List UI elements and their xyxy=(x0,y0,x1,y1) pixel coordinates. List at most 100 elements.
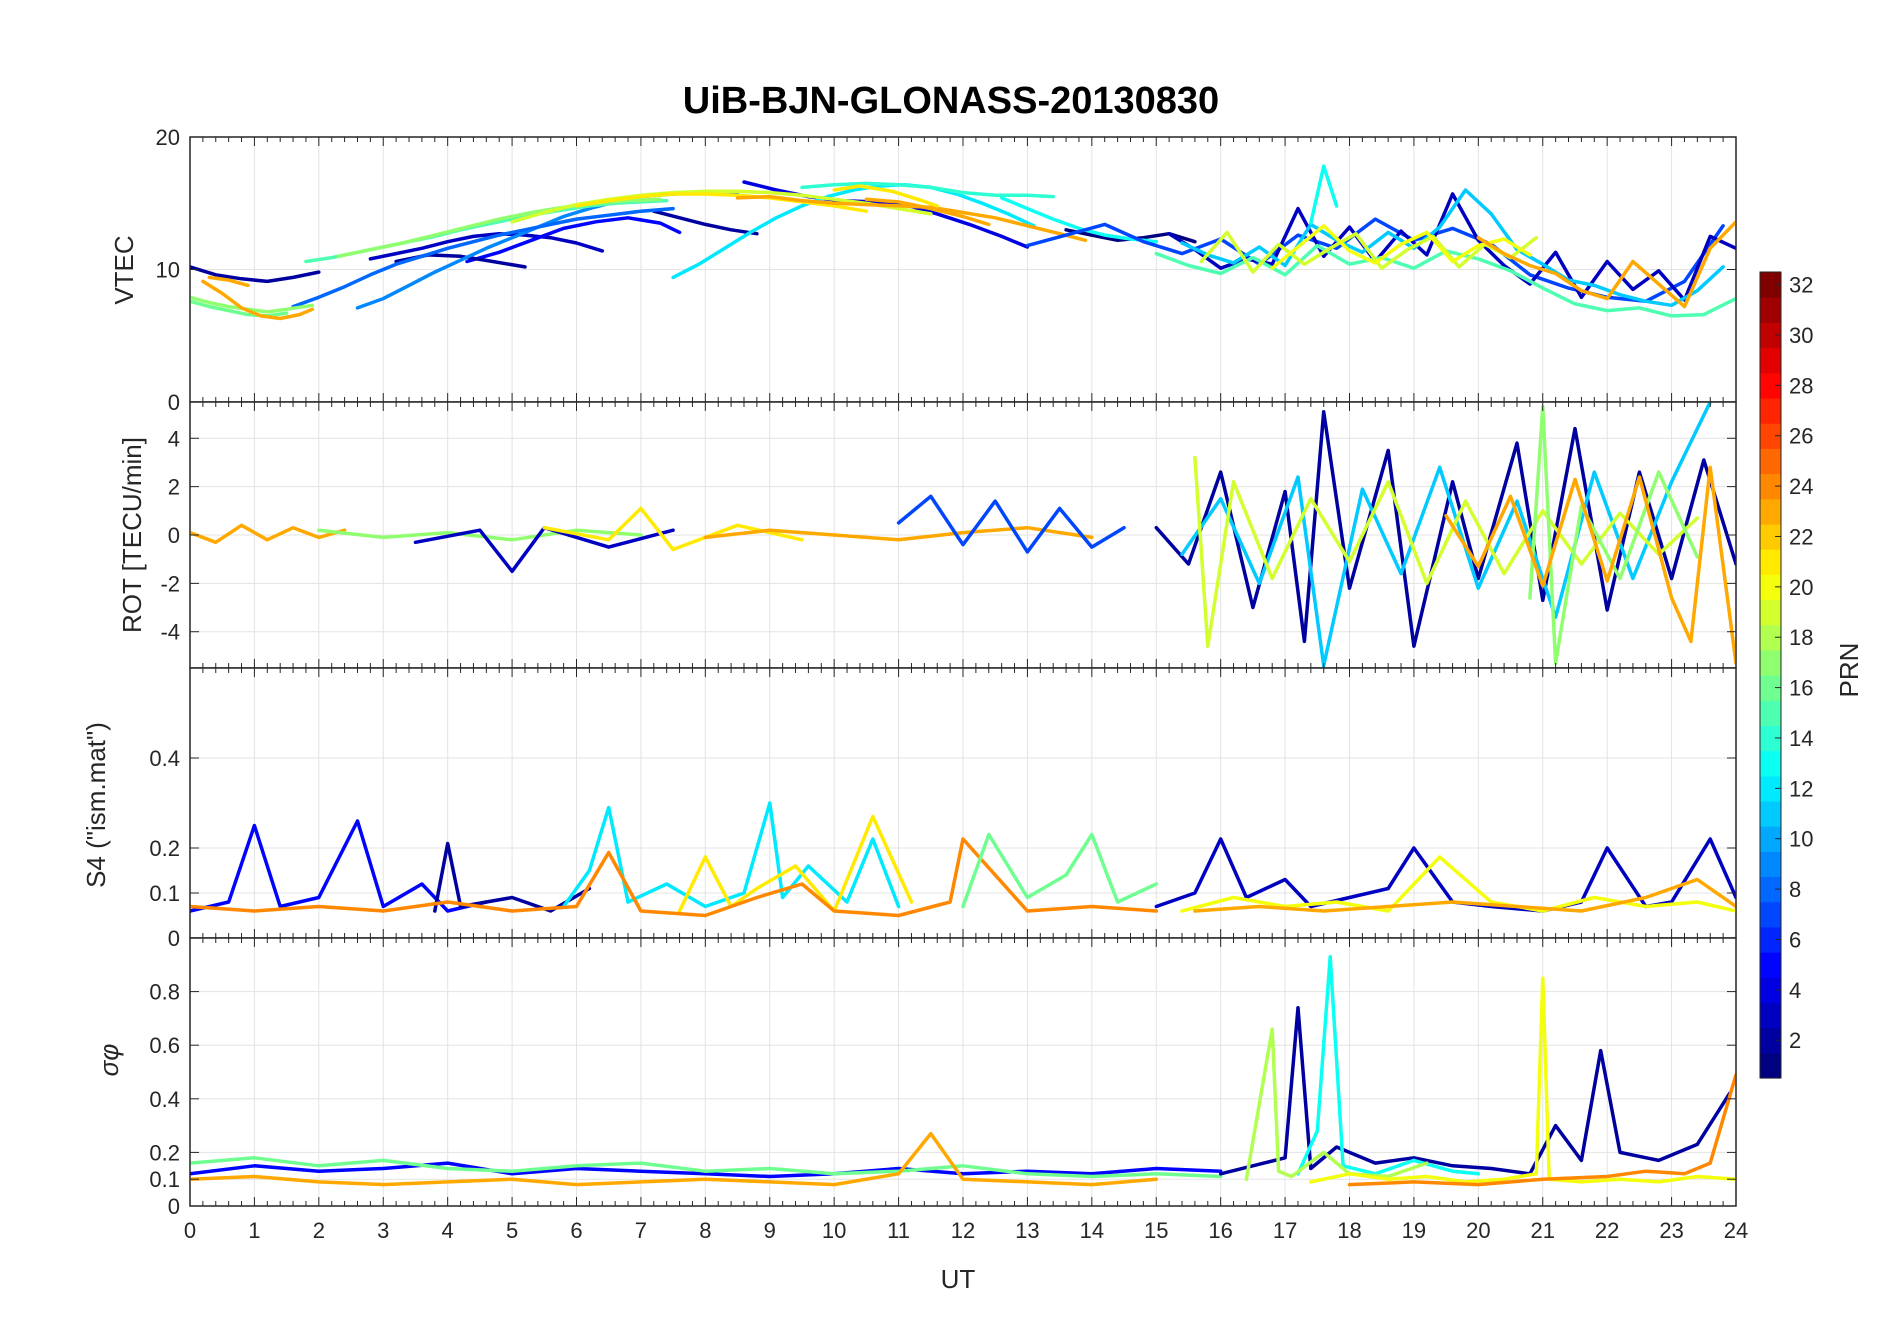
series-line-prn-2 xyxy=(1218,1005,1732,1176)
colorbar-segment xyxy=(1760,851,1781,878)
x-tick-label: 2 xyxy=(313,1218,325,1243)
colorbar-tick-label: 30 xyxy=(1789,323,1813,348)
colorbar-segment xyxy=(1760,901,1781,928)
series-line-prn-13 xyxy=(1296,955,1481,1176)
y-tick-label: 0.4 xyxy=(149,746,180,771)
series-line-prn-23 xyxy=(207,275,250,288)
y-tick-label: 4 xyxy=(168,426,180,451)
colorbar-tick-label: 6 xyxy=(1789,927,1801,952)
panel-s4-ylabel: S4 ("ism.mat") xyxy=(81,722,111,888)
x-tick-label: 16 xyxy=(1208,1218,1232,1243)
series-line-prn-21 xyxy=(542,506,804,552)
colorbar-segment xyxy=(1760,1027,1781,1054)
colorbar-segment xyxy=(1760,498,1781,525)
series-line-prn-23 xyxy=(1193,877,1736,913)
panel-s4: 0 0.1 0.2 0.4 xyxy=(149,667,1737,951)
colorbar-segment xyxy=(1760,297,1781,323)
x-tick-label: 15 xyxy=(1144,1218,1168,1243)
colorbar-segment xyxy=(1760,423,1781,449)
colorbar-segment xyxy=(1760,1002,1781,1029)
series-line-prn-18 xyxy=(1244,1027,1429,1181)
y-tick-label: 0 xyxy=(168,1194,180,1219)
y-tick-label: 0 xyxy=(168,926,180,951)
y-tick-label: -4 xyxy=(160,620,180,645)
series-line-prn-5 xyxy=(190,1161,1223,1179)
colorbar-segment xyxy=(1760,549,1781,575)
colorbar-segment xyxy=(1760,272,1781,298)
y-tick-label: 0.8 xyxy=(149,980,180,1005)
panel-vtec-ylabel: VTEC xyxy=(109,235,139,304)
series-line-prn-23 xyxy=(190,523,347,545)
series-line-prn-23 xyxy=(201,279,315,321)
y-tick-label: 0.2 xyxy=(149,1140,180,1165)
panel-sigma_phi-ticks xyxy=(189,938,1737,1207)
series-line-prn-5 xyxy=(465,216,682,264)
colorbar-tick-label: 28 xyxy=(1789,373,1813,398)
panel-sigma_phi: 00.10.2 0.4 0.6 0.8 xyxy=(149,937,1737,1219)
colorbar-segment xyxy=(1760,750,1781,777)
series-line-prn-16 xyxy=(190,1156,1223,1179)
colorbar-segment xyxy=(1760,574,1781,601)
panel-vtec-ticks xyxy=(189,136,1737,403)
y-tick-label: 0 xyxy=(168,523,180,548)
x-tick-label: 5 xyxy=(506,1218,518,1243)
y-tick-label: -2 xyxy=(160,571,180,596)
colorbar-segment xyxy=(1760,347,1781,374)
panel-sigma_phi-series xyxy=(190,955,1736,1187)
y-tick-label: 0.1 xyxy=(149,1167,180,1192)
series-line-prn-14 xyxy=(800,181,1055,199)
colorbar-tick-label: 32 xyxy=(1789,273,1813,298)
colorbar-tick-label: 8 xyxy=(1789,877,1801,902)
colorbar-tick-label: 24 xyxy=(1789,474,1813,499)
series-line-prn-12 xyxy=(671,182,1036,280)
colorbar-segment xyxy=(1760,448,1781,475)
y-tick-label: 20 xyxy=(156,125,180,150)
colorbar-segment xyxy=(1760,322,1781,349)
colorbar-tick-label: 4 xyxy=(1789,978,1801,1003)
panel-sigma_phi-border xyxy=(189,937,1737,1207)
series-line-prn-21 xyxy=(574,192,869,213)
series-line-prn-19 xyxy=(1193,455,1700,648)
x-tick-label: 1 xyxy=(248,1218,260,1243)
panel-s4-series xyxy=(190,801,1736,918)
colorbar-segment xyxy=(1760,775,1781,802)
series-line-prn-24 xyxy=(190,837,1159,918)
y-tick-label: 0.1 xyxy=(149,881,180,906)
series-line-prn-3 xyxy=(413,525,675,574)
colorbar-segment xyxy=(1760,523,1781,550)
chart-title: UiB-BJN-GLONASS-20130830 xyxy=(683,80,1219,122)
x-tick-label: 23 xyxy=(1659,1218,1683,1243)
x-tick-label: 4 xyxy=(442,1218,454,1243)
y-tick-label: 2 xyxy=(168,475,180,500)
colorbar-segment xyxy=(1760,725,1781,752)
series-line-prn-13 xyxy=(1309,164,1339,225)
panel-rot-series xyxy=(190,402,1736,668)
colorbar-segment xyxy=(1760,372,1781,399)
series-line-prn-13 xyxy=(999,196,1159,244)
colorbar-segment xyxy=(1760,876,1781,903)
colorbar-segment xyxy=(1760,473,1781,500)
colorbar-segment xyxy=(1760,1052,1781,1079)
x-tick-label: 9 xyxy=(764,1218,776,1243)
colorbar-segment xyxy=(1760,649,1781,676)
x-tick-label: 17 xyxy=(1273,1218,1297,1243)
series-line-prn-23 xyxy=(703,525,1094,542)
colorbar-segment xyxy=(1760,675,1781,701)
colorbar-tick-label: 26 xyxy=(1789,424,1813,449)
colorbar-tick-label: 18 xyxy=(1789,625,1813,650)
colorbar-tick-label: 14 xyxy=(1789,726,1813,751)
colorbar-segment xyxy=(1760,952,1781,978)
series-line-prn-24 xyxy=(1347,1072,1736,1187)
series-line-prn-23 xyxy=(1444,465,1736,665)
x-tick-label: 0 xyxy=(184,1218,196,1243)
series-line-prn-20 xyxy=(1309,976,1736,1184)
colorbar-frame xyxy=(1759,271,1782,1079)
x-tick-label: 6 xyxy=(570,1218,582,1243)
series-line-prn-21 xyxy=(677,814,914,913)
series-line-prn-2 xyxy=(652,209,759,236)
series-line-prn-20 xyxy=(1180,855,1736,913)
y-tick-label: 0 xyxy=(168,390,180,415)
series-line-prn-2 xyxy=(190,265,321,284)
